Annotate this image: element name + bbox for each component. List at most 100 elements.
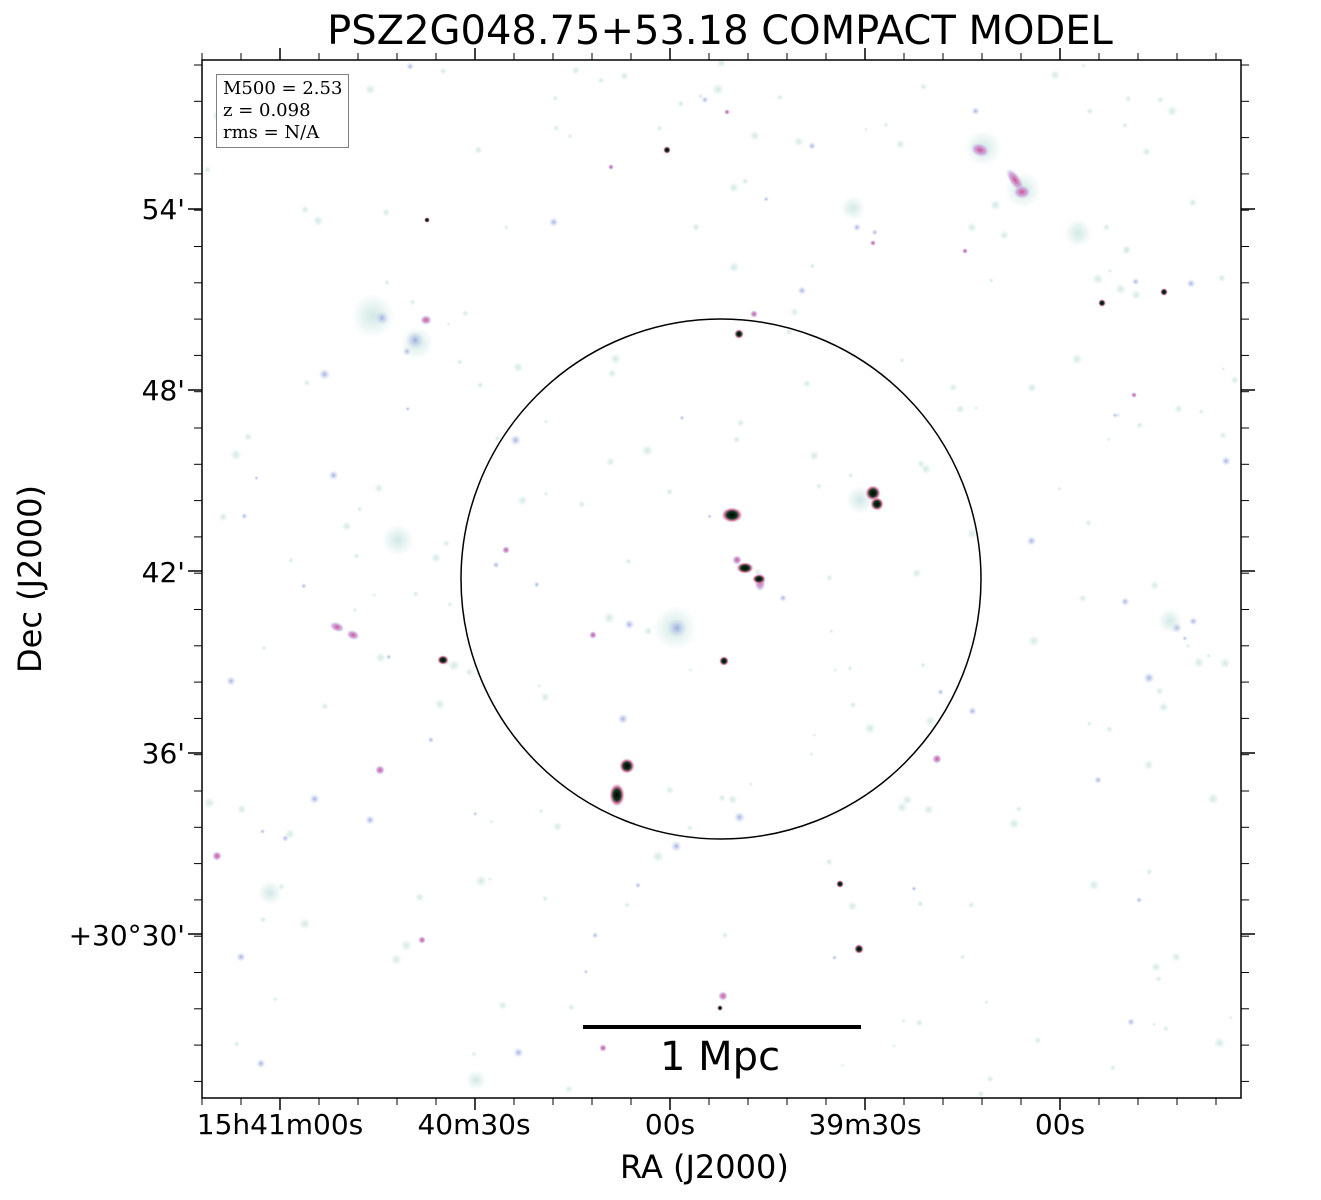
radio-source [854, 944, 864, 954]
radio-source [833, 668, 838, 673]
radio-source [871, 228, 879, 236]
radio-source [892, 1044, 897, 1049]
radio-source [617, 713, 629, 725]
y-tick-label: 48' [141, 374, 185, 407]
radio-source [552, 124, 560, 132]
radio-source [728, 182, 739, 193]
radio-source [734, 329, 744, 339]
radio-source [1186, 278, 1196, 289]
radio-source [1124, 95, 1132, 103]
radio-source [365, 815, 375, 825]
radio-source [442, 539, 450, 547]
radio-source [1086, 720, 1093, 727]
radio-source [1120, 597, 1130, 607]
radio-source [1015, 805, 1023, 813]
radio-source [1115, 283, 1127, 295]
radio-source [430, 552, 442, 564]
radio-source [487, 876, 492, 882]
radio-source [1185, 643, 1191, 649]
radio-source [420, 315, 432, 325]
radio-source [1092, 273, 1104, 285]
x-tick-label: 00s [1034, 1108, 1086, 1141]
x-tick-label: 40m30s [417, 1108, 531, 1141]
radio-source [230, 448, 242, 461]
radio-source [244, 432, 253, 442]
radio-source [356, 506, 363, 513]
radio-source [226, 676, 236, 686]
radio-source [254, 475, 259, 481]
radio-source [665, 785, 675, 795]
radio-source [1026, 382, 1037, 393]
figure-title: PSZ2G048.75+53.18 COMPACT MODEL [327, 8, 1113, 54]
radio-source [883, 122, 889, 128]
radio-source [439, 67, 447, 75]
radio-source [259, 916, 267, 924]
radio-source [351, 294, 395, 338]
radio-source [406, 331, 424, 349]
radio-source [447, 601, 453, 608]
radio-source [916, 459, 926, 468]
radio-source [1131, 289, 1142, 301]
radio-source [967, 901, 976, 909]
radio-source [609, 783, 625, 807]
radio-source [1008, 817, 1020, 830]
radio-source [476, 381, 484, 389]
radio-source [732, 555, 742, 565]
radio-source [1149, 580, 1160, 590]
radio-source [1127, 1018, 1135, 1026]
radio-source [1188, 198, 1197, 207]
radio-source [712, 83, 724, 96]
radio-source [847, 665, 853, 672]
radio-source [540, 692, 550, 702]
radio-source [424, 217, 430, 223]
radio-source [840, 1063, 845, 1068]
radio-source [697, 93, 704, 100]
radio-source [352, 607, 358, 613]
radio-source [1064, 219, 1092, 247]
radio-source [589, 631, 597, 639]
radio-source [448, 659, 460, 672]
radio-source [233, 1040, 240, 1047]
radio-source [1122, 245, 1131, 254]
radio-source [385, 654, 392, 660]
radio-source [763, 196, 769, 202]
radio-source [815, 482, 823, 490]
radio-source [652, 850, 665, 863]
radio-source [870, 240, 876, 246]
radio-source [750, 310, 758, 318]
radio-source [919, 82, 928, 91]
radio-source [790, 307, 799, 317]
radio-source [300, 205, 310, 214]
radio-source [375, 311, 389, 325]
radio-source [852, 223, 862, 232]
radio-source [591, 931, 599, 939]
y-tick-label: 54' [141, 193, 185, 226]
radio-source [736, 418, 745, 427]
radio-source [1171, 952, 1182, 962]
radio-source [1160, 288, 1168, 296]
radio-source [548, 217, 559, 228]
radio-source [809, 751, 815, 757]
radio-source [1162, 1025, 1170, 1032]
radio-source [552, 95, 559, 102]
radio-source [400, 939, 413, 952]
radio-source [691, 222, 701, 232]
radio-source [988, 277, 994, 284]
axis-ticks [188, 48, 1255, 1110]
radio-source [718, 794, 726, 802]
radio-source [643, 626, 653, 636]
radio-source [625, 558, 632, 565]
radio-source [1217, 274, 1226, 283]
radio-source [623, 901, 631, 909]
radio-source [899, 357, 906, 364]
radio-source [261, 645, 267, 651]
radio-source [218, 512, 228, 522]
radio-source [967, 706, 977, 716]
radio-source [748, 781, 754, 787]
radio-source [1122, 122, 1129, 129]
radio-source [446, 322, 451, 327]
radio-source [329, 621, 345, 633]
radio-source [634, 882, 642, 889]
radio-source [718, 991, 728, 1001]
